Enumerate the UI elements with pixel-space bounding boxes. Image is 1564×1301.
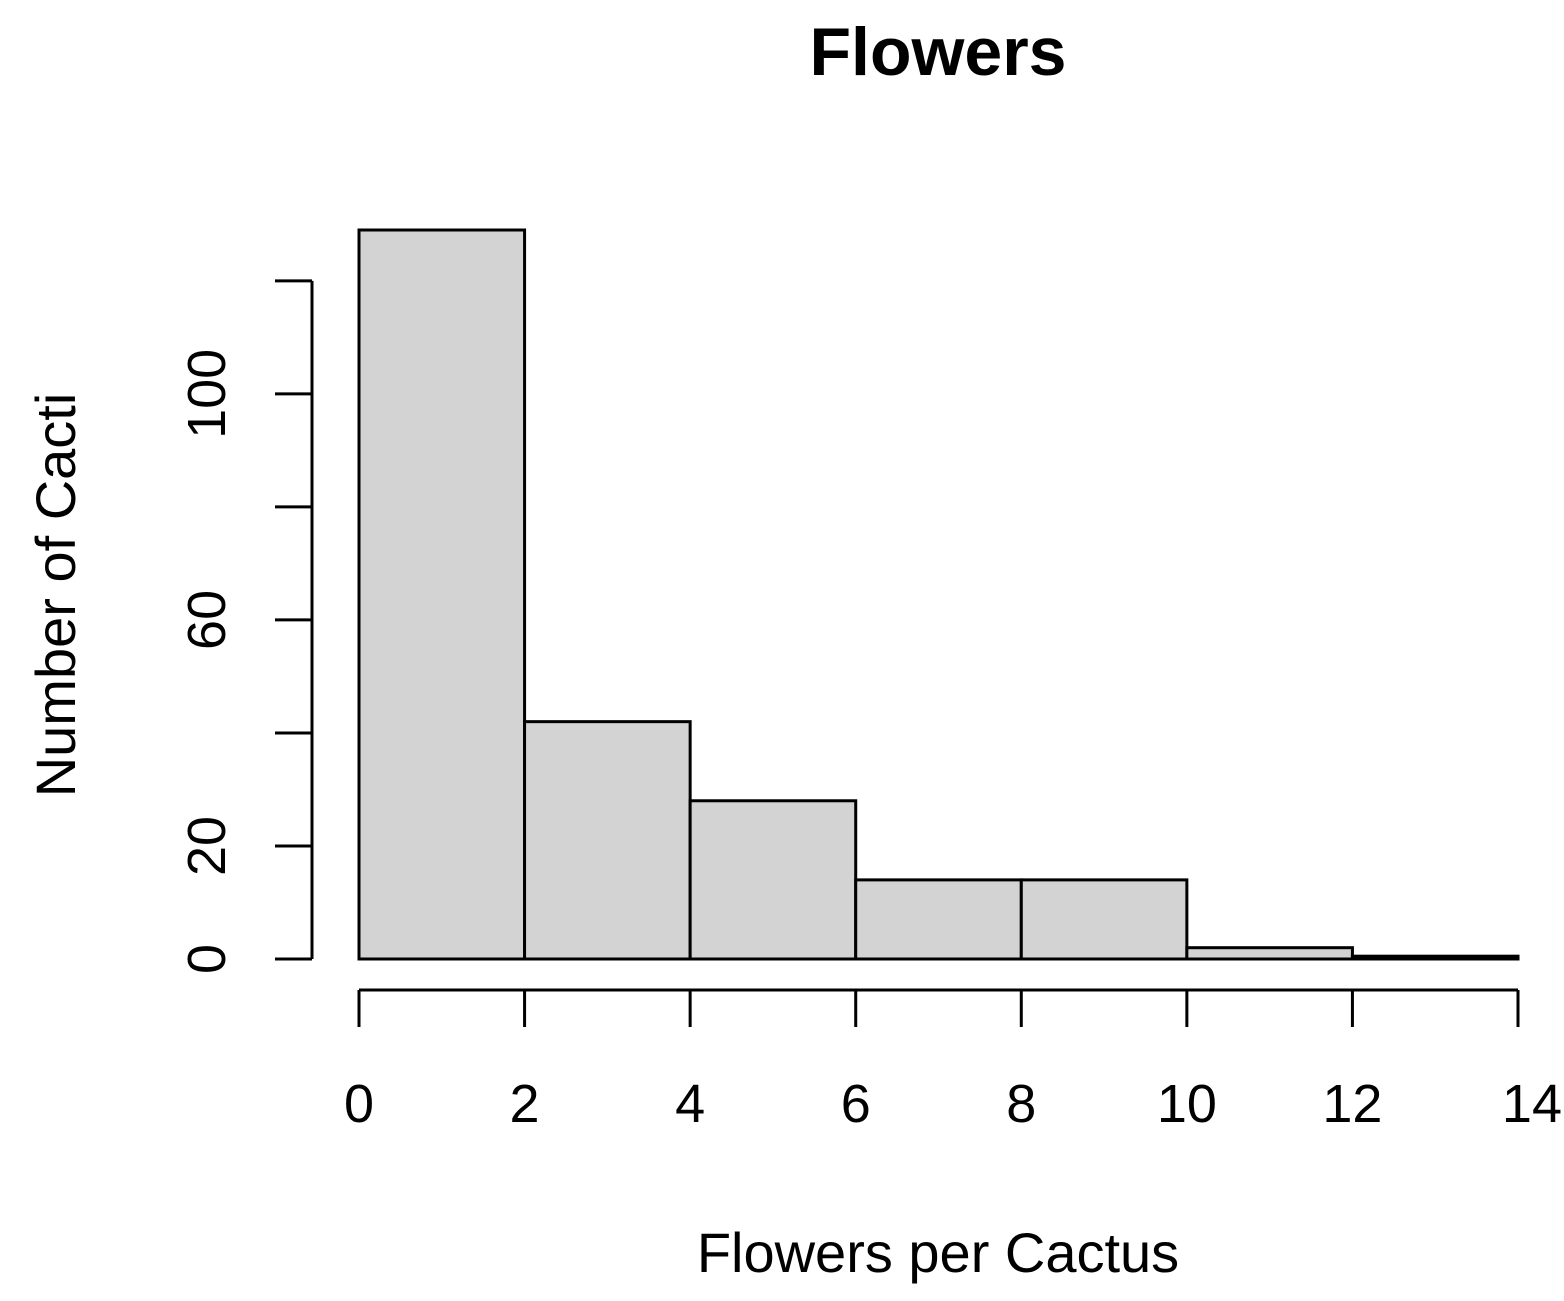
bars-group: [357, 228, 1520, 961]
x-tick-label-6: 12: [1322, 1074, 1382, 1134]
x-tick-label-5: 10: [1157, 1074, 1217, 1134]
y-tick-label-0: 0: [177, 944, 237, 974]
x-axis: 0 2 4 6 8 10 12 14: [344, 988, 1562, 1134]
chart-title: Flowers: [810, 14, 1067, 90]
x-axis-label: Flowers per Cactus: [697, 1221, 1179, 1284]
y-tick-label-5: 100: [177, 349, 237, 439]
x-tick-label-1: 2: [510, 1074, 540, 1134]
histogram-bar-6: [1350, 954, 1520, 961]
histogram-bar-5: [1185, 946, 1354, 961]
histogram-bar-1: [523, 720, 692, 961]
y-axis: 0 20 60 100: [177, 279, 314, 974]
y-tick-label-1: 20: [177, 816, 237, 876]
y-tick-label-3: 60: [177, 590, 237, 650]
x-tick-label-4: 8: [1006, 1074, 1036, 1134]
x-tick-label-0: 0: [344, 1074, 374, 1134]
x-tick-label-3: 6: [841, 1074, 871, 1134]
histogram-bar-3: [854, 878, 1023, 961]
x-tick-label-7: 14: [1502, 1074, 1562, 1134]
x-tick-label-2: 4: [675, 1074, 705, 1134]
y-axis-label: Number of Cacti: [24, 393, 87, 798]
histogram-bar-4: [1019, 878, 1189, 961]
histogram-bar-0: [357, 228, 527, 961]
histogram-bar-2: [688, 799, 858, 961]
